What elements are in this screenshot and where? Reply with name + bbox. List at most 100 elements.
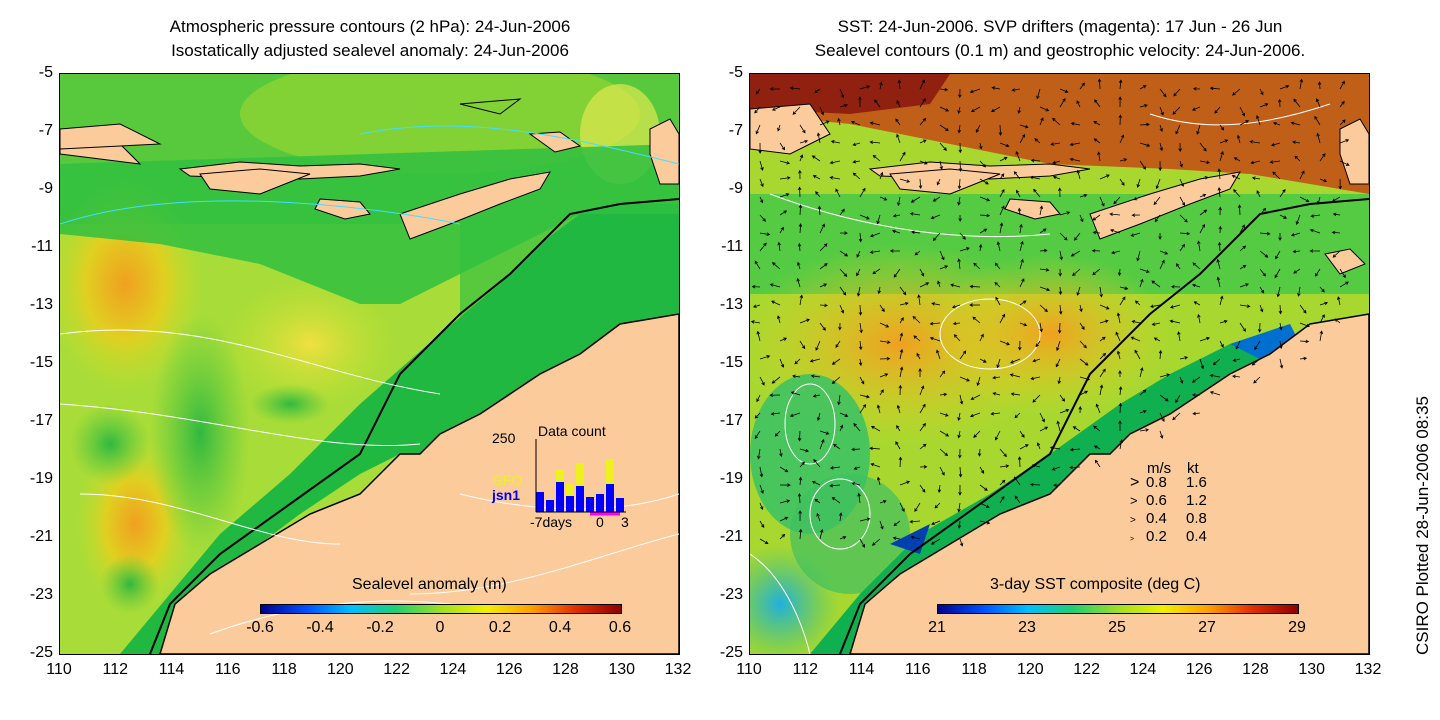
right-map-panel[interactable]: m/s kt >0.8 1.6 >0.6 1.2 >0.4 0.8 >0.2 0.4 3-da… <box>749 73 1370 655</box>
velocity-vector <box>1177 331 1181 342</box>
x-tick-label: 110 <box>46 661 72 678</box>
velocity-vector <box>879 81 883 90</box>
velocity-vector <box>973 430 981 438</box>
velocity-vector <box>1031 463 1041 468</box>
velocity-vector <box>1151 280 1161 288</box>
velocity-vector <box>879 389 884 396</box>
velocity-vector <box>951 304 961 309</box>
velocity-vector <box>1119 158 1128 162</box>
velocity-vector <box>1212 358 1221 366</box>
velocity-vector <box>979 178 989 185</box>
velocity-vector <box>1017 106 1021 114</box>
velocity-vector <box>976 376 981 387</box>
velocity-legend-header-kt: kt <box>1187 460 1199 477</box>
velocity-vector <box>1159 259 1165 270</box>
velocity-vector <box>839 268 848 277</box>
velocity-vector <box>1172 106 1181 115</box>
y-tick-label: -7 <box>728 122 743 139</box>
velocity-vector <box>1051 466 1061 471</box>
velocity-vector <box>1197 313 1201 324</box>
velocity-vector <box>1179 231 1191 236</box>
velocity-vector <box>999 205 1005 216</box>
velocity-vector <box>1039 426 1049 432</box>
velocity-vector <box>810 374 821 378</box>
velocity-vector <box>1058 268 1062 277</box>
velocity-vector <box>797 492 802 504</box>
velocity-vector <box>959 247 970 252</box>
velocity-vector <box>759 466 764 478</box>
colorbar-tick-label: 23 <box>1018 619 1036 636</box>
velocity-vector <box>1197 240 1201 252</box>
left-colorbar-ticks: -0.6 -0.4 -0.2 0 0.2 0.4 0.6 <box>246 619 631 641</box>
velocity-vector <box>754 260 761 270</box>
velocity-vector <box>1279 84 1290 90</box>
x-tick-label: 118 <box>271 661 297 678</box>
velocity-vector <box>1319 153 1326 162</box>
inset-ymax-label: 250 <box>492 430 516 446</box>
velocity-vector <box>1092 214 1101 221</box>
velocity-vector <box>1219 124 1225 131</box>
velocity-vector <box>936 349 941 360</box>
left-map-panel[interactable]: 250 Data count GFO jsn1 -7days 0 3 Seale… <box>59 73 680 655</box>
velocity-vector <box>896 133 901 144</box>
velocity-vector <box>1295 214 1301 225</box>
velocity-vector <box>759 178 764 188</box>
velocity-vector <box>1319 330 1324 342</box>
velocity-vector <box>1035 340 1041 348</box>
velocity-vector <box>1314 268 1321 277</box>
velocity-vector <box>1056 340 1061 352</box>
velocity-vector <box>1209 373 1221 378</box>
velocity-vector <box>754 106 761 114</box>
velocity-vector <box>1151 322 1161 326</box>
velocity-vector <box>1069 142 1081 147</box>
velocity-vector <box>1097 78 1102 90</box>
velocity-vector <box>897 196 901 207</box>
velocity-vector <box>759 376 765 386</box>
velocity-vector <box>1039 205 1044 216</box>
velocity-vector <box>1159 412 1165 422</box>
velocity-vector <box>972 316 981 324</box>
velocity-vector <box>799 124 806 134</box>
velocity-vector <box>1299 304 1307 314</box>
velocity-vector <box>1074 232 1081 241</box>
velocity-vector <box>819 243 828 252</box>
velocity-vector <box>1057 322 1062 334</box>
velocity-vector <box>919 268 925 277</box>
velocity-vector <box>1214 106 1221 114</box>
velocity-vector <box>1339 268 1346 279</box>
velocity-vector <box>969 303 981 307</box>
velocity-vector <box>952 321 961 326</box>
velocity-vector <box>899 366 904 378</box>
velocity-vector <box>1055 358 1061 368</box>
velocity-vector <box>1059 250 1063 261</box>
velocity-vector <box>958 214 962 222</box>
velocity-vector <box>876 404 881 414</box>
velocity-vector <box>813 459 821 468</box>
velocity-vector <box>858 304 863 316</box>
velocity-vector <box>1131 213 1141 217</box>
velocity-vector <box>991 86 1001 90</box>
velocity-vector <box>1049 446 1061 450</box>
inset-x-left: -7days <box>530 514 573 530</box>
velocity-vector <box>852 160 861 164</box>
velocity-vector <box>1050 142 1061 146</box>
y-tick-label: -13 <box>719 296 743 313</box>
velocity-vector <box>819 106 824 116</box>
velocity-arrow-icon: > <box>1130 474 1140 491</box>
velocity-vector <box>1219 340 1224 348</box>
velocity-vector <box>899 332 904 342</box>
velocity-vector <box>1270 142 1281 147</box>
velocity-vector <box>939 392 948 397</box>
y-tick-label: -9 <box>728 180 743 197</box>
velocity-vector <box>1039 228 1047 234</box>
velocity-vector <box>1294 155 1301 162</box>
velocity-vector <box>799 154 804 162</box>
velocity-vector <box>929 336 941 342</box>
velocity-vector <box>892 536 901 540</box>
velocity-vector <box>759 484 764 494</box>
velocity-vector <box>1119 134 1125 144</box>
velocity-vector <box>819 303 828 308</box>
velocity-vector <box>1231 174 1241 180</box>
velocity-vector <box>891 229 901 234</box>
velocity-vector <box>1153 196 1161 206</box>
